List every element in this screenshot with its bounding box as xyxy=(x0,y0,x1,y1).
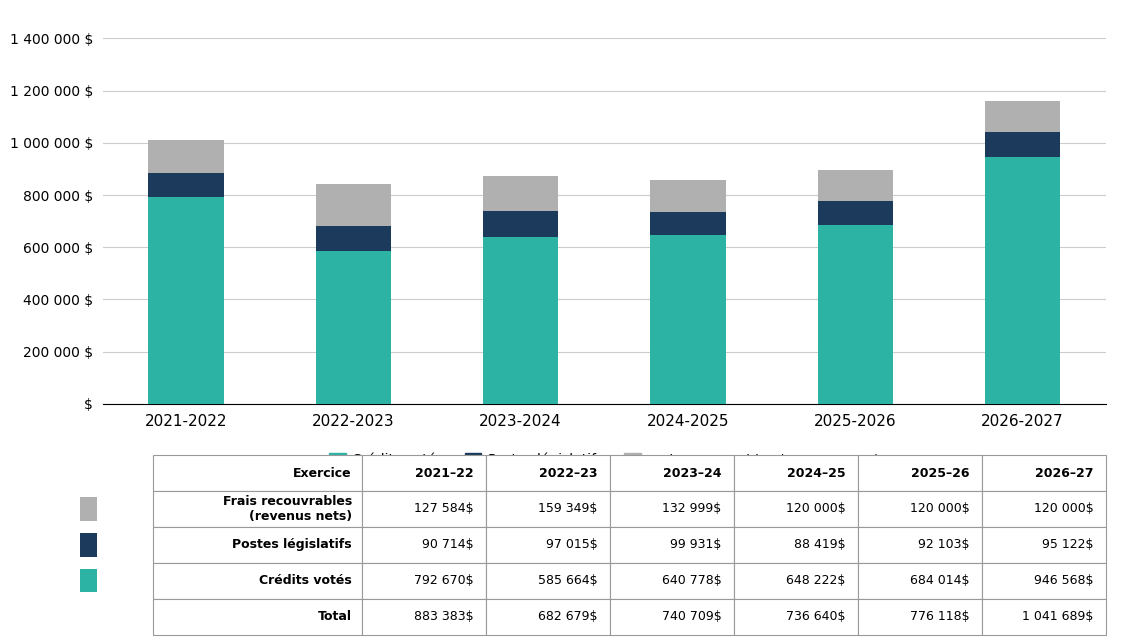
Bar xyxy=(985,101,1060,132)
Bar xyxy=(985,157,1060,404)
Bar xyxy=(650,212,725,235)
Bar xyxy=(985,132,1060,157)
Bar xyxy=(817,201,893,226)
Bar xyxy=(483,176,559,210)
Bar xyxy=(316,184,391,226)
Bar xyxy=(148,197,223,404)
Bar xyxy=(148,140,223,173)
Bar xyxy=(650,235,725,404)
Bar xyxy=(650,180,725,212)
Bar xyxy=(483,237,559,404)
Bar xyxy=(817,226,893,404)
Bar xyxy=(316,251,391,404)
Bar xyxy=(817,170,893,201)
Bar xyxy=(316,226,391,251)
Legend: Crédits votés, Postes législatifs, Frais recouvrables (revenus nets): Crédits votés, Postes législatifs, Frais… xyxy=(324,447,885,473)
Bar xyxy=(148,173,223,197)
Bar xyxy=(483,210,559,237)
